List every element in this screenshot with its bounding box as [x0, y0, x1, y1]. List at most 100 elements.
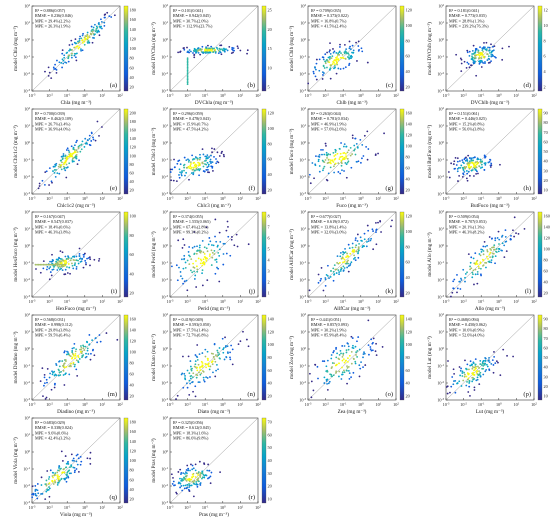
data-point — [467, 378, 469, 381]
x-axis-label: Lut (mg m⁻³) — [476, 408, 504, 415]
colorbar-tick-label: 30 — [268, 471, 272, 476]
data-point — [347, 56, 350, 59]
data-point — [344, 66, 347, 69]
data-point — [342, 253, 344, 256]
data-point — [345, 262, 348, 265]
data-point — [57, 165, 60, 168]
data-point — [510, 234, 512, 237]
data-point — [357, 251, 360, 253]
y-tick-label: 101 — [24, 329, 30, 335]
colorbar-tick-label: 80 — [130, 162, 134, 167]
data-point — [196, 344, 199, 346]
data-point — [45, 396, 48, 399]
data-point — [325, 151, 328, 154]
data-point — [52, 471, 55, 474]
data-point — [63, 350, 66, 353]
data-point — [503, 256, 506, 259]
data-point — [335, 60, 338, 63]
data-point — [80, 346, 83, 349]
data-point — [383, 132, 385, 135]
data-point — [463, 60, 466, 63]
colorbar — [123, 211, 129, 298]
data-point — [236, 245, 239, 248]
data-point — [478, 165, 481, 167]
data-point — [324, 142, 327, 145]
stat-line: R² = 0.677(0.027) — [311, 214, 342, 219]
data-point — [216, 244, 219, 247]
x-axis-label: Fuco (mg m⁻³) — [336, 202, 368, 209]
data-point — [322, 64, 325, 67]
colorbar-tick-label: 70 — [544, 130, 548, 135]
data-point — [331, 159, 334, 162]
data-point — [76, 151, 79, 153]
data-point — [340, 268, 342, 271]
data-point — [71, 160, 74, 163]
data-point — [320, 148, 322, 151]
data-point — [330, 375, 333, 378]
data-point — [474, 273, 477, 276]
data-point — [60, 467, 62, 470]
data-point — [355, 351, 358, 354]
data-point — [324, 60, 326, 63]
data-point — [84, 38, 87, 41]
data-point — [186, 478, 189, 481]
data-point — [73, 256, 76, 258]
data-point — [88, 137, 91, 140]
data-point — [61, 52, 64, 55]
data-point — [186, 58, 189, 61]
data-point — [362, 356, 364, 359]
x-tick-label: 10-3 — [305, 195, 312, 201]
y-tick-label: 10-2 — [299, 380, 306, 386]
data-point — [183, 244, 186, 246]
data-point — [179, 50, 182, 53]
x-tick-label: 10-1 — [478, 401, 485, 407]
data-point — [202, 370, 205, 373]
data-point — [198, 353, 201, 355]
data-point — [332, 48, 334, 50]
x-tick-label: 10-1 — [64, 401, 71, 407]
data-point — [63, 56, 66, 59]
data-point — [328, 380, 331, 383]
x-tick-label: 100 — [358, 401, 364, 407]
data-point — [479, 167, 482, 169]
data-point — [342, 67, 345, 70]
data-point — [363, 134, 366, 137]
data-point — [73, 160, 75, 163]
data-point — [68, 266, 71, 269]
stat-line: MPE = 15.2%(0.8%) — [449, 121, 485, 126]
data-point — [353, 144, 356, 147]
data-point — [60, 159, 62, 162]
data-point — [227, 225, 229, 228]
x-axis-label: Diadino (mg m⁻³) — [57, 408, 95, 415]
data-point — [466, 61, 469, 64]
data-point — [471, 276, 474, 279]
colorbar-tick-label: 120 — [544, 236, 550, 241]
data-point — [365, 245, 368, 248]
data-point — [470, 169, 473, 172]
panel-label: (c) — [386, 82, 393, 89]
data-point — [215, 158, 217, 160]
stat-line: R² = 0.509(0.054) — [449, 214, 480, 219]
x-axis-label: Chlc3 (mg m⁻³) — [197, 202, 231, 209]
data-point — [67, 255, 69, 258]
data-point — [377, 221, 379, 224]
data-point — [68, 469, 71, 472]
data-point — [194, 463, 197, 466]
data-point — [353, 148, 356, 151]
y-tick-label: 10-3 — [299, 397, 306, 403]
data-point — [49, 469, 52, 472]
data-point — [352, 49, 355, 52]
data-point — [186, 472, 188, 475]
data-point — [174, 166, 176, 169]
data-point — [481, 61, 484, 63]
data-point — [74, 350, 77, 353]
data-point — [194, 354, 197, 356]
data-point — [477, 51, 479, 54]
data-point — [475, 365, 477, 368]
y-tick-label: 10-3 — [437, 397, 444, 403]
data-point — [208, 237, 211, 239]
stat-line: MPE = 13.8%(1.4%) — [311, 224, 347, 229]
data-point — [60, 258, 63, 261]
data-point — [341, 155, 344, 158]
data-point — [347, 342, 349, 345]
